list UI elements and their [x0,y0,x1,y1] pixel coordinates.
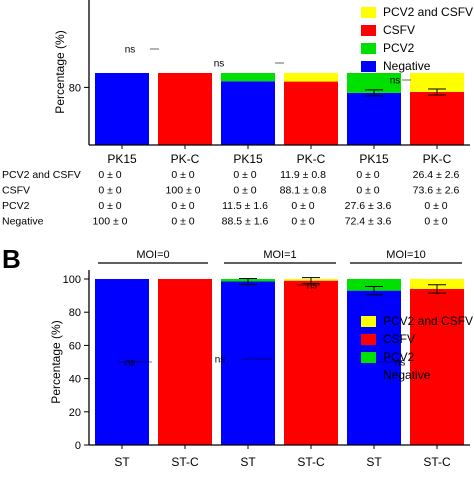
ns-annotation: ns [395,358,406,369]
bar-segment [221,281,275,445]
y-tick-label: 80 [69,82,81,94]
bar-segment [347,92,401,145]
ns-annotation: ns [214,59,225,70]
y-tick-label: 60 [69,340,81,352]
bar-segment [410,288,464,445]
y-tick-label: 40 [69,374,81,386]
table-cell: 73.6 ± 2.6 [413,185,460,197]
table-cell: 11.9 ± 0.8 [280,169,326,181]
ns-annotation: ns [215,355,226,366]
legend-label: Negative [383,368,431,382]
ns-annotation: ns [307,281,318,292]
table-cell: 100 ± 0 [93,216,128,228]
bar-segment [158,279,212,445]
table-cell: 0 ± 0 [424,216,447,228]
bar-segment [221,81,275,145]
table-cell: 0 ± 0 [356,185,379,197]
bar-segment [284,73,338,82]
legend-label: CSFV [383,332,415,346]
category-label: ST [240,455,256,469]
legend-swatch [361,334,376,345]
table-cell: 26.4 ± 2.6 [413,169,460,181]
table-cell: 0 ± 0 [233,185,256,197]
legend-label: PCV2 and CSFV [383,314,473,328]
category-label: ST [366,455,382,469]
table-cell: 0 ± 0 [98,169,121,181]
table-row-label: PCV2 and CSFV [2,169,81,181]
moi-group-label: MOI=1 [263,249,296,261]
table-cell: 11.5 ± 1.6 [222,200,268,212]
table-cell: 0 ± 0 [98,185,121,197]
bar-segment [95,73,149,145]
bar-segment [347,73,401,93]
category-label: ST-C [297,455,325,469]
category-label: PK-C [171,152,200,166]
ns-annotation: ns [125,358,136,369]
table-cell: 88.1 ± 0.8 [280,185,327,197]
y-tick-label: 0 [75,440,81,452]
bar-segment [284,280,338,445]
bar-segment [410,73,464,93]
legend-label: PCV2 [383,41,415,55]
bar-segment [347,279,401,291]
category-label: PK15 [233,152,263,166]
legend-swatch [361,43,376,54]
category-label: ST-C [171,455,199,469]
moi-group-label: MOI=0 [136,249,169,261]
ns-annotation: ns [125,45,136,56]
legend-label: CSFV [383,23,415,37]
table-cell: 0 ± 0 [291,200,314,212]
y-tick-label: 20 [69,407,81,419]
category-label: PK15 [107,152,137,166]
category-label: PK-C [297,152,326,166]
legend-swatch [361,316,376,327]
legend-label: Negative [383,59,431,73]
table-row-label: CSFV [2,185,30,197]
y-axis-label: Percentage (%) [53,30,67,113]
category-label: ST [114,455,130,469]
legend-label: PCV2 and CSFV [383,5,473,19]
table-row-label: PCV2 [2,200,30,212]
legend-label: PCV2 [383,350,415,364]
table-cell: 0 ± 0 [233,169,256,181]
panel-label-b: B [2,244,21,274]
table-cell: 0 ± 0 [356,169,379,181]
bar-segment [158,73,212,145]
table-cell: 72.4 ± 3.6 [345,216,392,228]
table-cell: 100 ± 0 [166,185,201,197]
table-row-label: Negative [2,216,44,228]
ns-annotation: ns [390,76,401,87]
category-label: ST-C [423,455,451,469]
category-label: PK15 [359,152,389,166]
legend-swatch [361,25,376,36]
legend-swatch [361,352,376,363]
table-cell: 0 ± 0 [171,200,194,212]
category-label: PK-C [423,152,452,166]
legend-swatch [361,370,376,381]
table-cell: 0 ± 0 [171,216,194,228]
table-cell: 0 ± 0 [424,200,447,212]
bar-segment [410,92,464,145]
table-cell: 0 ± 0 [98,200,121,212]
y-tick-label: 80 [69,307,81,319]
table-cell: 0 ± 0 [171,169,194,181]
table-cell: 0 ± 0 [291,216,314,228]
y-axis-label: Percentage (%) [49,320,63,403]
legend-swatch [361,7,376,18]
y-tick-label: 100 [63,274,81,286]
bar-segment [221,73,275,82]
table-cell: 88.5 ± 1.6 [222,216,269,228]
bar-segment [284,81,338,145]
moi-group-label: MOI=10 [386,249,425,261]
table-cell: 27.6 ± 3.6 [345,200,392,212]
legend-swatch [361,61,376,72]
bar-segment [410,279,464,289]
